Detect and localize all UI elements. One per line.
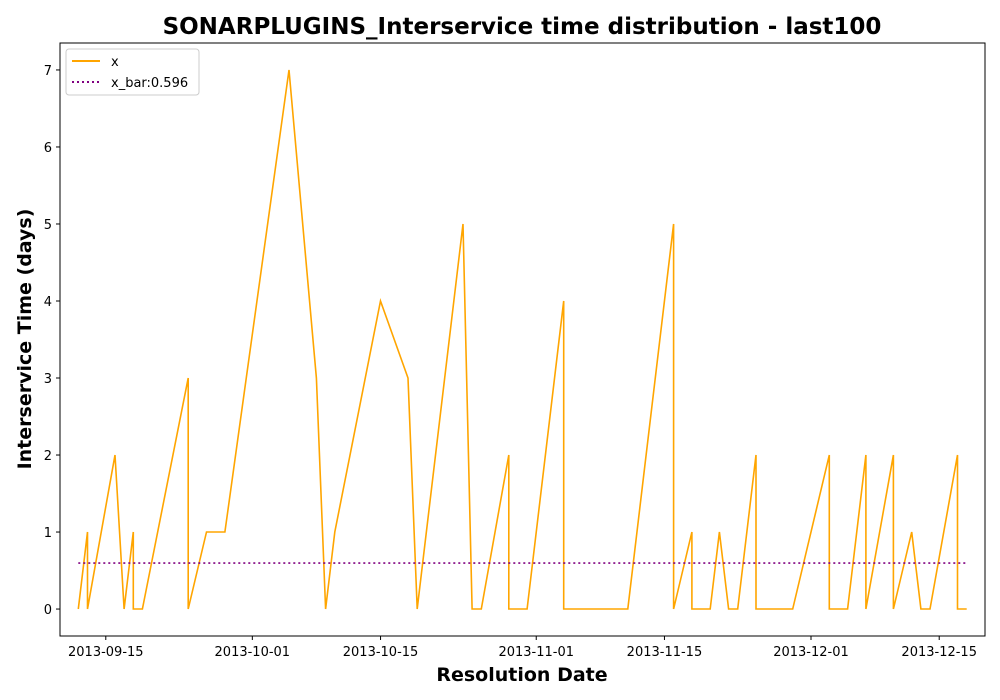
- y-tick-label: 2: [44, 449, 52, 464]
- x-tick-label: 2013-10-01: [215, 645, 291, 660]
- plot-area: [77, 69, 967, 610]
- x-axis-label: Resolution Date: [436, 664, 607, 686]
- x-tick-label: 2013-11-01: [498, 645, 574, 660]
- y-axis-label: Interservice Time (days): [14, 209, 36, 470]
- x-tick-label: 2013-11-15: [627, 645, 703, 660]
- y-tick-label: 1: [44, 526, 52, 541]
- y-tick-label: 3: [44, 372, 52, 387]
- y-tick-label: 7: [44, 64, 52, 79]
- x-axis: 2013-09-15 2013-10-01 2013-10-15 2013-11-01…: [68, 636, 977, 660]
- legend-label-x-bar: x_bar:0.596: [111, 76, 188, 91]
- x-tick-label: 2013-10-15: [343, 645, 419, 660]
- x-tick-label: 2013-12-15: [901, 645, 977, 660]
- y-tick-label: 0: [44, 603, 52, 618]
- x-tick-label: 2013-09-15: [68, 645, 144, 660]
- x-tick-label: 2013-12-01: [773, 645, 849, 660]
- y-axis: 0 1 2 3 4 5 6 7: [44, 64, 60, 618]
- chart-title: SONARPLUGINS_Interservice time distribut…: [163, 14, 882, 40]
- legend: x x_bar:0.596: [65, 48, 200, 96]
- plot-frame: [59, 42, 986, 637]
- y-tick-label: 6: [44, 141, 52, 156]
- y-tick-label: 5: [44, 218, 52, 233]
- series-line-x: [77, 69, 967, 610]
- legend-label-x: x: [111, 55, 119, 70]
- y-tick-label: 4: [44, 295, 52, 310]
